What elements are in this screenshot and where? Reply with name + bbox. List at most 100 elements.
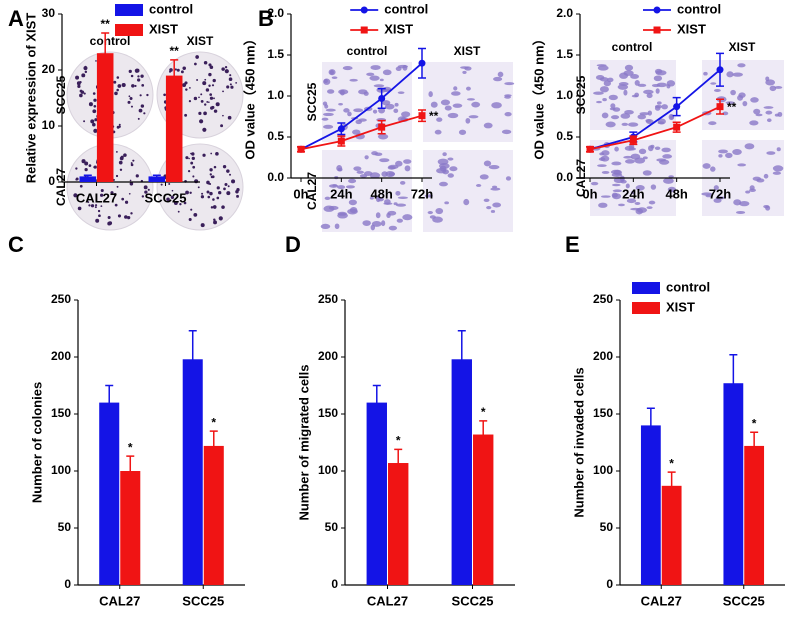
bar: [148, 176, 166, 182]
cell: [332, 184, 337, 187]
cell: [655, 70, 667, 76]
x-tick-label: CAL27: [99, 593, 140, 608]
cell: [424, 194, 433, 198]
cell: [623, 155, 633, 159]
colony: [144, 190, 148, 194]
colony: [100, 205, 103, 208]
cell: [449, 166, 458, 172]
colony: [124, 200, 129, 204]
cell: [737, 94, 744, 101]
error-bar: [152, 174, 161, 179]
colony: [83, 92, 86, 95]
y-tick-label: 10: [42, 118, 56, 132]
line: [300, 114, 423, 151]
y-tick-label: 0: [48, 174, 55, 188]
x-tick-label: SCC25: [145, 190, 187, 205]
colony: [200, 93, 203, 96]
cell: [596, 100, 602, 104]
y-tick-label: 100: [318, 463, 338, 477]
cell: [635, 185, 645, 191]
colony: [213, 218, 216, 221]
y-tick-label: 0: [331, 577, 338, 591]
error-bar: [457, 330, 466, 389]
x-tick-label: 72h: [411, 186, 433, 201]
colony: [88, 102, 93, 107]
y-tick-label: 1.0: [267, 88, 284, 102]
colony: [90, 204, 95, 208]
error-bar: [646, 407, 655, 444]
significance: **: [429, 109, 439, 123]
cell: [619, 72, 629, 79]
cell: [377, 133, 389, 140]
colony: [236, 188, 240, 192]
colony: [92, 92, 96, 95]
cell: [359, 174, 368, 178]
cell: [403, 159, 412, 164]
cell: [444, 105, 452, 111]
cell: [438, 162, 450, 169]
legend-label: XIST: [384, 21, 413, 36]
cell: [322, 112, 334, 117]
cell: [735, 210, 746, 214]
cell: [630, 207, 641, 211]
cell: [656, 158, 667, 162]
cell: [766, 151, 776, 155]
cell: [713, 198, 722, 203]
colony: [131, 84, 135, 88]
x-tick-label: 72h: [709, 186, 731, 201]
cell: [661, 104, 668, 110]
cell: [597, 164, 607, 168]
colony: [212, 205, 217, 209]
colony: [207, 182, 210, 185]
colony: [146, 93, 149, 97]
cell: [434, 129, 442, 135]
colony: [134, 68, 139, 73]
colony: [215, 152, 219, 156]
colony: [90, 119, 95, 124]
cell: [356, 170, 364, 174]
cell: [763, 204, 770, 209]
cell: [483, 160, 492, 167]
cell: [458, 129, 467, 135]
colony: [200, 195, 205, 199]
colony: [107, 221, 112, 226]
colony: [208, 101, 210, 103]
colony: [132, 159, 135, 162]
colony: [198, 96, 200, 99]
cell: [749, 185, 755, 191]
cell: [395, 203, 407, 207]
marker: [673, 123, 681, 131]
colony: [134, 84, 137, 87]
panel-label: B: [258, 6, 274, 31]
cell: [646, 119, 654, 125]
colony: [160, 183, 163, 186]
cell: [370, 224, 376, 231]
significance: *: [396, 434, 401, 448]
cell: [353, 166, 362, 171]
significance: **: [170, 44, 180, 58]
colony: [229, 74, 232, 77]
cell: [373, 84, 385, 88]
colony: [113, 80, 117, 84]
cell: [667, 186, 677, 193]
cell: [624, 64, 634, 71]
cell: [710, 82, 717, 85]
colony: [81, 73, 86, 78]
bar: [96, 53, 114, 183]
cell: [427, 210, 433, 215]
colony: [221, 67, 225, 71]
cell: [599, 86, 609, 93]
cell: [630, 190, 635, 195]
colony: [143, 185, 148, 190]
cell: [395, 160, 403, 167]
cell: [643, 89, 654, 95]
colony: [128, 95, 131, 98]
colony: [211, 105, 215, 109]
cell: [483, 122, 493, 129]
cell: [608, 94, 618, 101]
colony: [218, 216, 223, 221]
cell: [598, 202, 608, 208]
y-tick-label: 50: [600, 520, 614, 534]
colony: [88, 164, 92, 167]
colony: [226, 85, 230, 89]
